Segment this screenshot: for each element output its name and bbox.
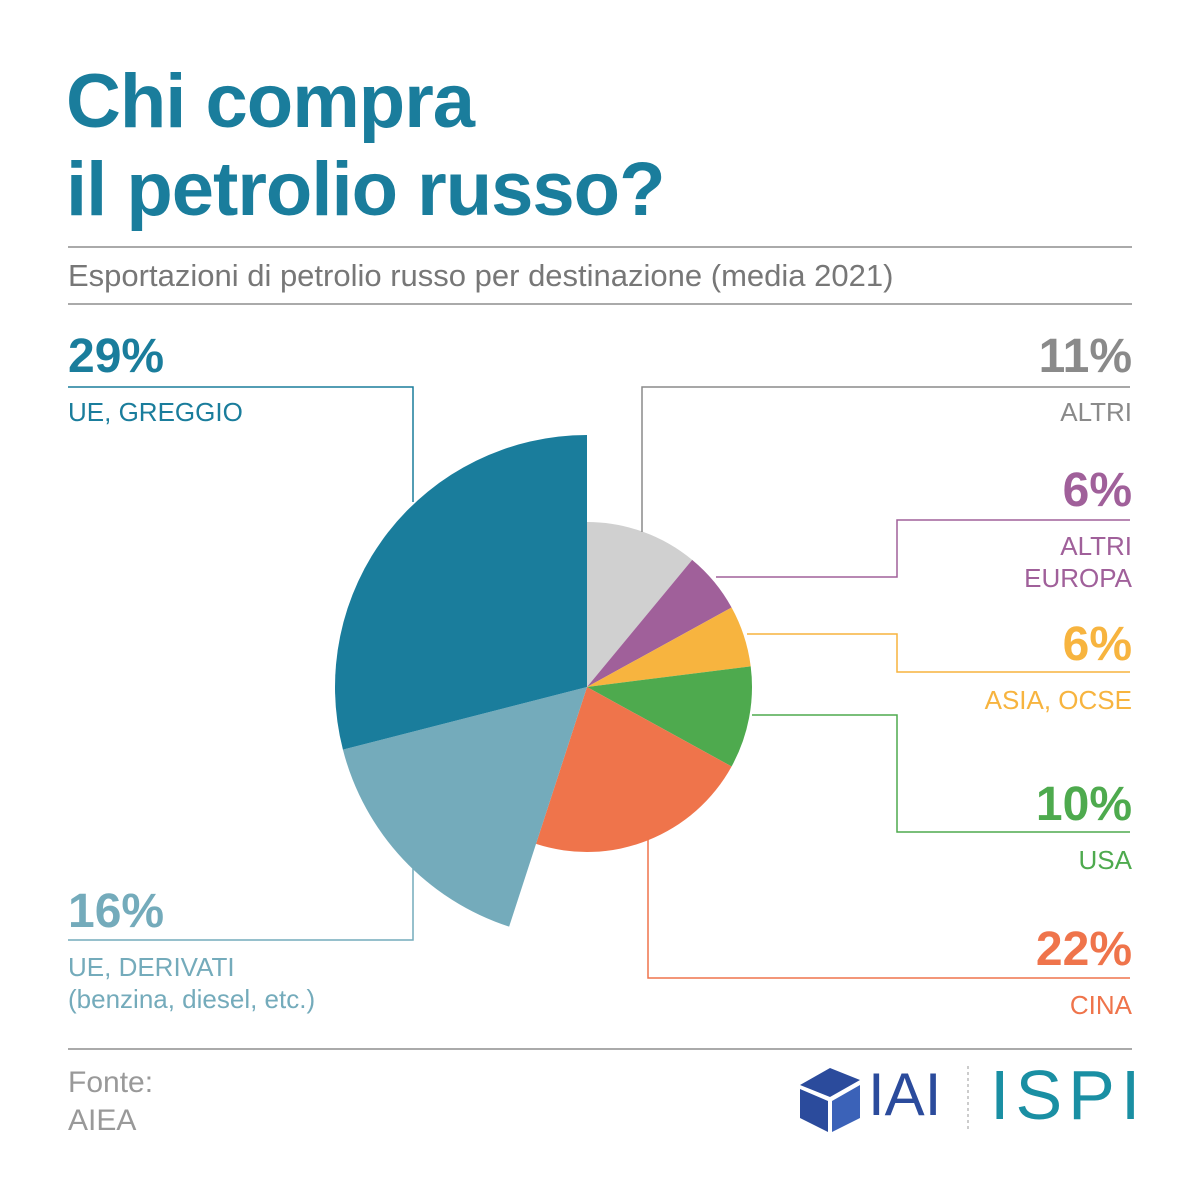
pie-slice xyxy=(335,435,587,750)
logo-ispi: ISPI xyxy=(990,1056,1147,1134)
leader-line xyxy=(68,386,414,502)
pie-slice xyxy=(536,687,732,852)
category-label: ALTRI xyxy=(1060,397,1132,427)
value-label: 29% xyxy=(68,330,165,383)
source: Fonte: AIEA xyxy=(68,1066,154,1137)
iai-cube xyxy=(800,1068,860,1132)
value-label: 16% xyxy=(68,885,165,938)
value-label: 6% xyxy=(1062,618,1132,671)
category-label: USA xyxy=(1078,845,1132,875)
value-label: 10% xyxy=(1035,778,1132,831)
value-label: 6% xyxy=(1062,464,1132,517)
category-label: ALTRI EUROPA xyxy=(1024,531,1132,593)
subtitle: Esportazioni di petrolio russo per desti… xyxy=(68,258,894,293)
value-label: 22% xyxy=(1035,923,1132,976)
title: Chi compra il petrolio russo? xyxy=(66,59,665,232)
pie-slice xyxy=(587,522,693,687)
value-label: 11% xyxy=(1038,330,1132,383)
leader-line xyxy=(716,519,1130,578)
category-label: ASIA, OCSE xyxy=(984,685,1132,715)
pie-slice xyxy=(587,559,732,687)
category-label: CINA xyxy=(1069,990,1132,1020)
pie-slice xyxy=(342,687,587,927)
pie-slice xyxy=(587,607,751,687)
category-label: UE, DERIVATI (benzina, diesel, etc.) xyxy=(68,952,316,1014)
logo-iai: IAI xyxy=(868,1061,942,1128)
category-label: UE, GREGGIO xyxy=(68,397,243,427)
leader-line xyxy=(68,868,414,941)
pie-slice xyxy=(587,666,752,767)
leader-line xyxy=(641,386,1130,532)
leader-line xyxy=(747,633,1130,673)
leader-line xyxy=(647,838,1130,979)
leader-line xyxy=(752,714,1130,833)
